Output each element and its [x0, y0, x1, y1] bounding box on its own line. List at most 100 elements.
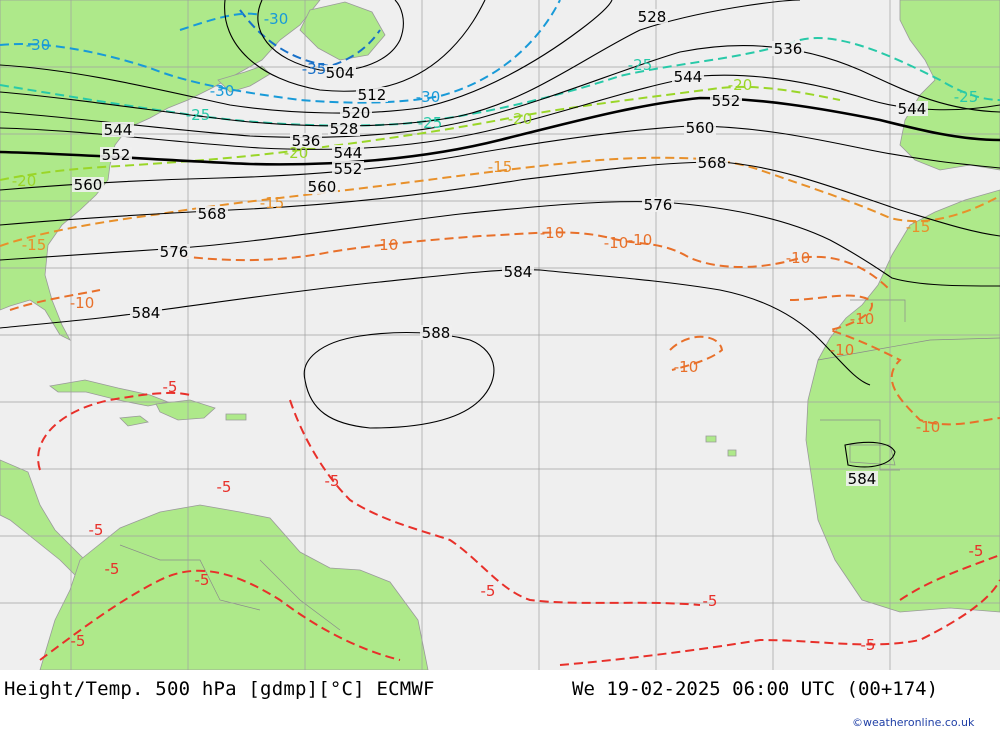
contour-588 — [303, 331, 495, 429]
height-label-bg — [846, 471, 878, 486]
temperature-contour-label: -10 — [850, 310, 875, 328]
height-contour-label: 588 — [422, 324, 451, 342]
height-label-bg — [340, 105, 372, 120]
temperature-contour-label: -5 — [105, 560, 120, 578]
height-contour-label: 512 — [358, 86, 387, 104]
temperature-contour-label: -5 — [325, 472, 340, 490]
height-contour-label: 568 — [198, 205, 227, 223]
height-contour-label: 576 — [160, 243, 189, 261]
temperature-contour-label: -5 — [195, 571, 210, 589]
temperature-contours — [0, 0, 1000, 666]
height-contour-label: 552 — [102, 146, 131, 164]
height-label-bg — [102, 122, 134, 137]
height-label-bg — [684, 120, 716, 135]
height-contour-label: 560 — [308, 178, 337, 196]
height-label-bg — [420, 325, 452, 340]
temperature-contour-label: -10 — [540, 224, 565, 242]
contour-520 — [0, 0, 613, 114]
temperature-contour-label: -25 — [628, 56, 653, 74]
temperature-contour-label: -35 — [302, 60, 327, 78]
height-contour-label: 552 — [334, 160, 363, 178]
temperature-contour-label: -15 — [488, 158, 513, 176]
height-contour-label: 544 — [674, 68, 703, 86]
height-label-bg — [896, 101, 928, 116]
height-label-bg — [772, 41, 804, 56]
height-label-bg — [196, 206, 228, 221]
temperature-contour-label: -10 — [786, 249, 811, 267]
contour-568 — [0, 161, 1000, 237]
height-label-bg — [332, 145, 364, 160]
temperature-contour-label: -5 — [861, 636, 876, 654]
height-contour-label: 560 — [686, 119, 715, 137]
credit-link[interactable]: ©weatheronline.co.uk — [852, 716, 975, 729]
height-contour-label: 584 — [132, 304, 161, 322]
height-contour-label: 568 — [698, 154, 727, 172]
height-label-bg — [672, 69, 704, 84]
isotherm-m35 — [239, 9, 381, 68]
height-contour-label: 544 — [898, 100, 927, 118]
graticule — [0, 0, 1000, 670]
height-label-bg — [328, 121, 360, 136]
height-label-bg — [100, 147, 132, 162]
temperature-contour-label: -15 — [22, 236, 47, 254]
temperature-contour-label: -10 — [374, 236, 399, 254]
land-hispaniola — [155, 399, 216, 421]
height-label-bg — [72, 177, 104, 192]
height-label-bg — [324, 65, 356, 80]
temperature-contour-label: -10 — [830, 341, 855, 359]
height-label-bg — [306, 179, 338, 194]
height-contour-label: 584 — [504, 263, 533, 281]
weather-map: 504 512 520 528 528 536 536 544 544 544 544 552 552 5… — [0, 0, 1000, 670]
temperature-contour-label: -15 — [260, 194, 285, 212]
temperature-contour-label: -30 — [26, 36, 51, 54]
height-labels: 5045125205285285365365445445445445525525… — [72, 8, 928, 488]
isotherm-m10 — [9, 231, 891, 311]
temperature-contour-label: -20 — [728, 76, 753, 94]
isotherm-m10-africa — [789, 294, 1000, 426]
height-contour-label: 560 — [74, 176, 103, 194]
height-contour-label: 520 — [342, 104, 371, 122]
temperature-contour-label: -20 — [284, 144, 309, 162]
temperature-contour-label: -5 — [969, 542, 984, 560]
height-contour-label: 544 — [334, 144, 363, 162]
isotherm-m10-island — [669, 335, 724, 371]
temperature-contour-label: -15 — [906, 218, 931, 236]
land-puerto-rico — [225, 413, 247, 421]
temperature-contour-label: -10 — [628, 231, 653, 249]
contour-536 — [0, 44, 1000, 138]
land-cape-verde — [705, 435, 737, 457]
height-label-bg — [158, 244, 190, 259]
height-contour-label: 528 — [330, 120, 359, 138]
temperature-contour-label: -5 — [703, 592, 718, 610]
height-label-bg — [710, 93, 742, 108]
isotherm-m5-south — [39, 569, 1000, 666]
isotherm-m20 — [0, 85, 841, 181]
temperature-contour-label: -5 — [481, 582, 496, 600]
temperature-contour-label: -10 — [604, 234, 629, 252]
contour-544 — [0, 74, 1000, 150]
height-contour-label: 576 — [644, 196, 673, 214]
temperature-labels: -30 -30 -30 -30 -35 -25 -25 -25 -25 -20 -20 -20 -20 -… — [12, 10, 984, 654]
temperature-contour-label: -10 — [70, 294, 95, 312]
height-contour-label: 584 — [848, 470, 877, 488]
height-label-bg — [642, 197, 674, 212]
land-south-america — [39, 504, 429, 670]
isotherm-m5 — [37, 391, 701, 606]
temperature-contour-label: -10 — [674, 358, 699, 376]
isotherm-m30b — [179, 12, 261, 31]
height-label-bg — [696, 155, 728, 170]
contour-584-africa — [844, 441, 896, 468]
height-contour-label: 552 — [712, 92, 741, 110]
height-label-bg — [356, 87, 388, 102]
temperature-contour-label: -25 — [418, 114, 443, 132]
height-label-bg — [130, 305, 162, 320]
land-newfoundland — [299, 1, 386, 61]
height-label-bg — [332, 161, 364, 176]
height-label-bg — [290, 133, 322, 148]
temperature-contour-label: -5 — [89, 521, 104, 539]
temperature-contour-label: -30 — [416, 88, 441, 106]
footer-bar — [0, 670, 1000, 733]
height-contour-label: 504 — [326, 64, 355, 82]
temperature-contour-label: -20 — [508, 110, 533, 128]
height-contour-label: 544 — [104, 121, 133, 139]
